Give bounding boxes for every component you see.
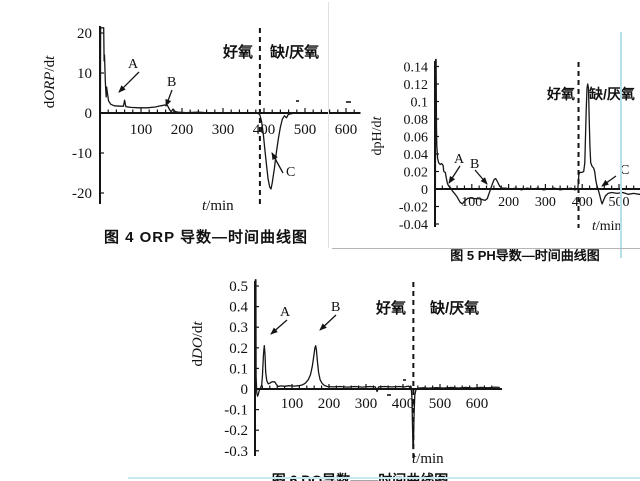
x-axis-title: t/min — [202, 198, 234, 214]
annotation-arrow-A — [270, 319, 288, 335]
x-axis-title: t/min — [412, 451, 444, 467]
y-tick-label: 20 — [77, 26, 92, 42]
y-tick-label: -10 — [72, 146, 92, 162]
figure4-caption: 图 4 ORP 导数—时间曲线图 — [103, 229, 309, 246]
derivative-curve — [434, 58, 640, 205]
y-axis-title: dpH/dt — [370, 115, 385, 155]
point-label-A: A — [280, 305, 291, 320]
y-tick-label: 10 — [77, 66, 92, 82]
y-tick-label: 0.02 — [404, 166, 429, 181]
annotation-arrow-B — [319, 314, 337, 331]
anoxic-phase-label: 缺/厌氧 — [429, 299, 479, 317]
y-tick-label: 0.2 — [229, 341, 248, 357]
x-tick-label: 100 — [130, 122, 153, 138]
x-axis-title: t/min — [592, 219, 622, 234]
x-tick-label: 200 — [498, 195, 519, 210]
point-label-B: B — [331, 300, 340, 315]
x-tick-label: 300 — [535, 195, 556, 210]
figure5-caption: 图 5 PH导数—时间曲线图 — [450, 248, 600, 263]
x-tick-label: 600 — [466, 396, 489, 412]
x-tick-label: 500 — [294, 122, 317, 138]
x-tick-label: 200 — [171, 122, 194, 138]
anoxic-phase-label: 缺/厌氧 — [589, 86, 635, 102]
derivative-curve — [254, 279, 500, 450]
y-tick-label: 0 — [241, 382, 249, 398]
y-tick-label: 0.08 — [404, 113, 429, 128]
annotation-arrow-A — [118, 71, 140, 93]
x-tick-label: 300 — [355, 396, 378, 412]
annotation-arrow-A — [448, 165, 461, 184]
y-tick-label: 0.04 — [404, 148, 429, 163]
y-tick-label: -0.2 — [224, 423, 248, 439]
y-tick-label: 0.5 — [229, 279, 248, 295]
x-tick-label: 300 — [212, 122, 235, 138]
scan-edge-panel-divider — [328, 2, 329, 248]
ph-derivative-plot: 1002003004005006000.140.120.10.080.060.0… — [370, 58, 640, 234]
x-tick-label: 400 — [392, 396, 415, 412]
aerobic-phase-label: 好氧 — [375, 299, 406, 317]
annotation-arrow-C — [271, 152, 284, 174]
scan-edge-right — [620, 32, 622, 258]
y-tick-label: 0.1 — [411, 96, 429, 111]
x-tick-label: 600 — [335, 122, 358, 138]
figure6-caption: 图 6 DO导数——时间曲线图 — [190, 470, 530, 481]
aerobic-phase-label: 好氧 — [222, 43, 253, 61]
y-tick-label: 0 — [421, 183, 428, 198]
x-tick-label: 500 — [609, 195, 630, 210]
figure5-ph-derivative-chart: 1002003004005006000.140.120.10.080.060.0… — [370, 16, 640, 268]
figure6-do-derivative-chart: 100 200 300 400 500 600 0.5 0.4 0.3 0.2 0.1 0 -0.1 -0… — [190, 266, 530, 481]
y-axis-title: dORP/dt — [42, 55, 58, 108]
point-label-C: C — [286, 165, 295, 180]
x-tick-label: 400 — [572, 195, 593, 210]
do-derivative-plot: 100 200 300 400 500 600 0.5 0.4 0.3 0.2 0.1 0 -0.1 -0… — [190, 279, 502, 467]
y-tick-label: 0.4 — [229, 300, 248, 316]
point-label-A: A — [128, 57, 139, 72]
y-axis-title: dDO/dt — [190, 321, 206, 367]
x-tick-label: 100 — [281, 396, 304, 412]
y-tick-label: 0.3 — [229, 320, 248, 336]
y-tick-label: -0.3 — [224, 444, 248, 460]
scan-edge-bottom — [128, 477, 640, 479]
annotation-arrow-C — [601, 175, 617, 187]
y-tick-label: 0.1 — [229, 361, 248, 377]
y-tick-label: -20 — [72, 186, 92, 202]
annotation-arrow-B — [474, 169, 488, 185]
point-label-A: A — [454, 152, 465, 167]
y-tick-label: 0.12 — [404, 78, 429, 93]
y-tick-label: -0.04 — [399, 218, 428, 233]
y-tick-label: 0.06 — [404, 131, 429, 146]
annotation-arrow-B — [165, 89, 173, 107]
aerobic-phase-label: 好氧 — [546, 86, 575, 102]
point-label-B: B — [470, 157, 479, 172]
y-tick-label: -0.1 — [224, 403, 248, 419]
x-tick-label: 400 — [253, 122, 276, 138]
y-tick-label: -0.02 — [399, 201, 428, 216]
y-tick-label: 0.14 — [404, 61, 429, 76]
y-tick-label: 0 — [85, 106, 93, 122]
point-label-C: C — [620, 163, 629, 178]
scan-separator-line — [332, 248, 640, 249]
x-tick-label: 500 — [429, 396, 452, 412]
x-tick-label: 100 — [461, 195, 482, 210]
derivative-curve — [99, 27, 361, 190]
x-tick-label: 200 — [318, 396, 341, 412]
anoxic-phase-label: 缺/厌氧 — [269, 43, 319, 61]
point-label-B: B — [167, 75, 176, 90]
